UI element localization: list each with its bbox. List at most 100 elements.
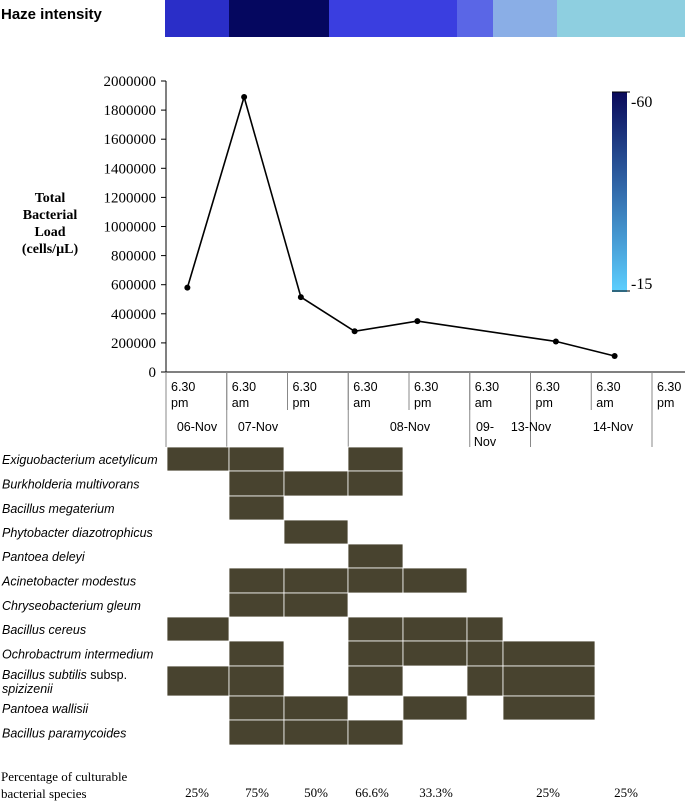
species-label: Burkholderia multivorans — [2, 478, 140, 492]
x-time-label: pm — [657, 396, 674, 410]
y-tick-label: 1600000 — [104, 132, 157, 148]
haze-segment — [457, 0, 493, 37]
presence-cell — [283, 695, 349, 721]
data-point — [184, 284, 191, 291]
presence-cell — [228, 695, 285, 721]
species-label: Bacillus subtilis subsp. — [2, 668, 127, 682]
x-time-label: 6.30 — [232, 380, 256, 394]
percentage-value: 66.6% — [355, 785, 389, 800]
x-date-label: Nov — [474, 435, 497, 449]
percentage-value: 25% — [185, 785, 209, 800]
haze-segment — [229, 0, 329, 37]
presence-cell — [347, 567, 404, 594]
presence-cell — [502, 640, 596, 667]
presence-cell — [347, 640, 404, 667]
percentage-value: 50% — [304, 785, 328, 800]
x-date-label: 07-Nov — [238, 420, 279, 434]
x-time-label: am — [353, 396, 370, 410]
x-time-label: pm — [293, 396, 310, 410]
percentage-title-line1: Percentage of culturable — [1, 769, 128, 784]
presence-cell — [228, 592, 285, 618]
y-tick-label: 1400000 — [104, 161, 157, 177]
presence-cell — [228, 495, 285, 521]
presence-cell — [283, 519, 349, 545]
legend-bottom-label: -15 — [631, 276, 652, 293]
species-label: Pantoea wallisii — [2, 702, 89, 716]
data-point — [414, 318, 421, 325]
presence-cell — [166, 665, 230, 697]
presence-cell — [466, 616, 504, 642]
presence-cell — [347, 446, 404, 472]
x-time-label: pm — [414, 396, 431, 410]
x-time-label: am — [596, 396, 613, 410]
presence-cell — [283, 567, 349, 594]
presence-cell — [402, 616, 468, 642]
y-tick-label: 0 — [149, 365, 157, 381]
y-tick-label: 2000000 — [104, 74, 157, 90]
x-time-label: 6.30 — [353, 380, 377, 394]
species-label: Chryseobacterium gleum — [2, 599, 141, 613]
percentage-value: 75% — [245, 785, 269, 800]
presence-cell — [402, 695, 468, 721]
y-tick-label: 1800000 — [104, 103, 157, 119]
haze-segment — [557, 0, 685, 37]
haze-color-legend — [612, 92, 627, 292]
y-axis-label-line: Load — [34, 225, 66, 240]
legend-top-label: -60 — [631, 94, 652, 111]
presence-cell — [228, 567, 285, 594]
data-point — [611, 352, 618, 359]
presence-cell — [347, 470, 404, 497]
presence-cell — [402, 640, 468, 667]
presence-cell — [166, 446, 230, 472]
species-label: Exiguobacterium acetylicum — [2, 453, 158, 467]
presence-cell — [283, 470, 349, 497]
presence-cell — [166, 616, 230, 642]
presence-cell — [402, 567, 468, 594]
x-date-label: 13-Nov — [511, 420, 552, 434]
x-time-label: am — [475, 396, 492, 410]
y-tick-label: 1200000 — [104, 190, 157, 206]
presence-cell — [283, 592, 349, 618]
presence-cell — [347, 543, 404, 569]
percentage-value: 33.3% — [419, 785, 453, 800]
x-time-label: 6.30 — [171, 380, 195, 394]
y-axis-label-line: (cells/µL) — [21, 242, 79, 257]
presence-cell — [347, 665, 404, 697]
x-time-label: 6.30 — [657, 380, 681, 394]
percentage-title-line2: bacterial species — [1, 786, 87, 801]
x-time-label: pm — [536, 396, 553, 410]
x-date-label: 14-Nov — [593, 420, 634, 434]
x-time-label: am — [232, 396, 249, 410]
species-label: Bacillus cereus — [2, 623, 86, 637]
x-time-label: 6.30 — [536, 380, 560, 394]
x-time-label: 6.30 — [596, 380, 620, 394]
presence-cell — [347, 616, 404, 642]
species-label: Pantoea deleyi — [2, 550, 86, 564]
haze-segment — [165, 0, 229, 37]
presence-cell — [228, 640, 285, 667]
haze-intensity-bar — [165, 0, 685, 37]
presence-cell — [466, 665, 504, 697]
presence-cell — [283, 719, 349, 746]
species-label: Bacillus megaterium — [2, 502, 115, 516]
y-axis-label: Total Bacterial Load (cells/µL) — [0, 190, 100, 258]
haze-segment — [493, 0, 557, 37]
data-point — [241, 94, 248, 101]
x-time-label: 6.30 — [475, 380, 499, 394]
y-tick-label: 200000 — [111, 336, 156, 352]
presence-cell — [228, 470, 285, 497]
presence-cell — [228, 719, 285, 746]
presence-cell — [347, 719, 404, 746]
y-axis-label-line: Bacterial — [22, 208, 78, 223]
y-axis-label-line: Total — [34, 191, 66, 206]
x-time-label: pm — [171, 396, 188, 410]
x-date-label: 06-Nov — [177, 420, 218, 434]
y-tick-label: 800000 — [111, 249, 156, 265]
x-time-label: 6.30 — [293, 380, 317, 394]
data-point — [351, 328, 358, 335]
data-point — [552, 338, 559, 345]
y-tick-label: 600000 — [111, 278, 156, 294]
species-label: spizizenii — [2, 682, 54, 696]
y-tick-label: 1000000 — [104, 220, 157, 236]
